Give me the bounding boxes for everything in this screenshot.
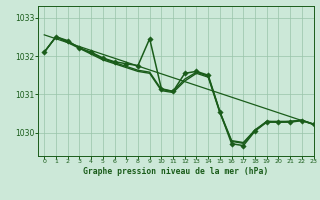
X-axis label: Graphe pression niveau de la mer (hPa): Graphe pression niveau de la mer (hPa) [84, 167, 268, 176]
